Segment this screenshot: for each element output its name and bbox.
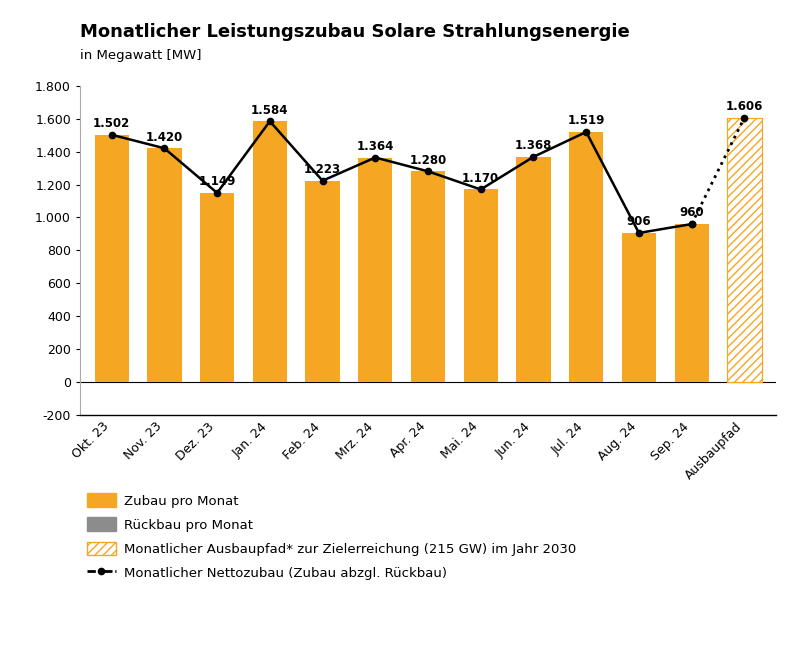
Bar [727, 117, 762, 382]
Bar [253, 121, 287, 382]
Text: 1.606: 1.606 [726, 100, 763, 113]
Text: 1.223: 1.223 [304, 163, 341, 176]
Text: 1.420: 1.420 [146, 130, 183, 144]
Bar [516, 157, 550, 382]
Text: 1.584: 1.584 [251, 103, 289, 117]
Text: 960: 960 [679, 206, 704, 219]
Text: 1.280: 1.280 [410, 154, 446, 167]
Text: 1.368: 1.368 [514, 139, 552, 152]
Text: in Megawatt [MW]: in Megawatt [MW] [80, 49, 202, 63]
Bar [674, 224, 709, 382]
Bar [147, 148, 182, 382]
Text: 1.502: 1.502 [93, 117, 130, 130]
Text: 906: 906 [626, 215, 651, 229]
Bar [306, 181, 340, 382]
Text: 1.519: 1.519 [567, 115, 605, 127]
Bar [200, 193, 234, 382]
Bar [411, 171, 445, 382]
Bar [727, 117, 762, 382]
Bar [94, 134, 129, 382]
Legend: Zubau pro Monat, Rückbau pro Monat, Monatlicher Ausbaupfad* zur Zielerreichung (: Zubau pro Monat, Rückbau pro Monat, Mona… [86, 494, 576, 580]
Text: 1.364: 1.364 [357, 140, 394, 153]
Bar [358, 158, 393, 382]
Bar [463, 190, 498, 382]
Bar [622, 233, 656, 382]
Text: 1.170: 1.170 [462, 172, 499, 185]
Text: Monatlicher Leistungszubau Solare Strahlungsenergie: Monatlicher Leistungszubau Solare Strahl… [80, 23, 630, 41]
Bar [569, 132, 603, 382]
Text: 1.149: 1.149 [198, 175, 236, 188]
